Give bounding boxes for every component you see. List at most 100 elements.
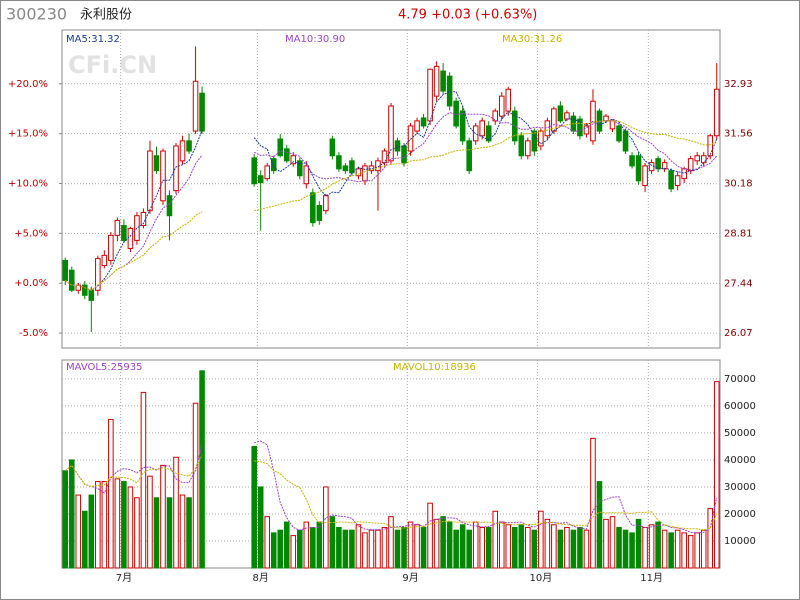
stock-code: 300230 [6, 5, 67, 24]
volume-bar [668, 532, 674, 569]
volume-bar [329, 516, 336, 569]
left-tick-label: +10.0% [8, 179, 48, 190]
volume-tick-label: 30000 [724, 482, 756, 493]
volume-bar [283, 521, 290, 569]
volume-bar [459, 524, 466, 569]
candle-body [420, 117, 427, 127]
candle-body [544, 120, 551, 137]
volume-bar [564, 526, 570, 569]
candle-body [635, 155, 642, 182]
candle-body [440, 70, 446, 92]
candle-body [199, 92, 205, 132]
watermark: CFi.CN [68, 51, 157, 79]
candle-body [95, 258, 101, 291]
volume-bar [661, 529, 668, 569]
volume-bar [583, 529, 590, 569]
ma-line [64, 120, 717, 291]
candle-body [401, 145, 407, 164]
volume-bar [570, 529, 577, 569]
quote: 4.79 +0.03 (+0.63%) [398, 8, 537, 23]
volume-bar [62, 470, 69, 569]
volume-bar [551, 524, 557, 569]
candle-body [414, 120, 420, 132]
volume-bar [381, 526, 388, 569]
right-tick-label: 27.44 [724, 278, 753, 289]
volume-bar [544, 518, 551, 569]
volume-bar [270, 532, 277, 569]
volume-bar [525, 526, 531, 569]
ma-label: MA10:30.90 [285, 34, 345, 45]
candle-body [446, 75, 453, 107]
volume-bar [492, 510, 499, 569]
candle-body [525, 140, 531, 157]
volume-bar [538, 510, 544, 569]
candle-body [101, 254, 108, 267]
volume-tick-label: 40000 [724, 455, 756, 466]
candle-body [381, 150, 388, 164]
candle-body [622, 130, 629, 152]
volume-bar [420, 526, 427, 569]
candle-body [531, 130, 538, 152]
volume-bar [264, 516, 270, 569]
volume-bar [557, 529, 564, 569]
volume-bar [297, 529, 303, 569]
volume-bar [674, 529, 681, 569]
volume-bar [310, 526, 316, 569]
volume-bar [101, 481, 108, 569]
candle-body [655, 158, 661, 170]
x-tick-label: 10月 [529, 572, 552, 584]
candle-body [186, 140, 192, 152]
volume-bar [531, 529, 538, 569]
volume-bar [655, 521, 661, 569]
ma-label: MA30:31.26 [502, 34, 562, 45]
candle-body [427, 68, 433, 122]
candle-body [270, 158, 277, 172]
volume-bar [466, 529, 472, 569]
volume-bar [160, 464, 166, 569]
volume-bar [401, 526, 407, 569]
candle-body [362, 165, 368, 182]
volume-bar [694, 532, 700, 569]
x-tick-label: 9月 [402, 572, 418, 584]
candle-body [394, 140, 401, 152]
candle-body [707, 135, 714, 157]
volume-bar [153, 497, 160, 569]
candle-body [297, 160, 303, 177]
candle-body [283, 148, 290, 162]
volume-ma-label: MAVOL10:18936 [393, 362, 476, 373]
volume-bar [114, 478, 121, 569]
candle-body [479, 120, 485, 137]
volume-bar [166, 497, 173, 569]
candle-body [134, 215, 140, 241]
volume-tick-label: 20000 [724, 509, 756, 520]
volume-bar [518, 524, 525, 569]
candle-body [498, 95, 505, 117]
volume-bar [622, 529, 629, 569]
volume-ma-label: MAVOL5:25935 [66, 362, 142, 373]
price-panel [61, 29, 721, 349]
x-tick-label: 8月 [253, 572, 269, 584]
candle-body [577, 118, 583, 137]
candle-body [485, 125, 492, 142]
candle-body [661, 162, 668, 170]
candle-body [583, 125, 590, 135]
volume-bar [251, 445, 257, 569]
volume-bar [427, 502, 433, 569]
x-tick-label: 7月 [116, 572, 132, 584]
volume-bar [498, 521, 505, 569]
volume-tick-label: 70000 [724, 374, 756, 385]
candle-body [277, 138, 284, 157]
candle-body [407, 125, 414, 152]
candle-body [303, 165, 310, 185]
candle-body [329, 138, 336, 157]
volume-bar [68, 459, 75, 569]
candle-body [674, 175, 681, 187]
candle-body [62, 259, 69, 281]
volume-bar [505, 524, 512, 569]
candle-body [127, 227, 134, 249]
candle-body [310, 192, 316, 224]
right-tick-label: 26.07 [724, 328, 753, 339]
volume-bar [316, 521, 323, 569]
candle-body [153, 155, 160, 172]
volume-bar [277, 529, 284, 569]
